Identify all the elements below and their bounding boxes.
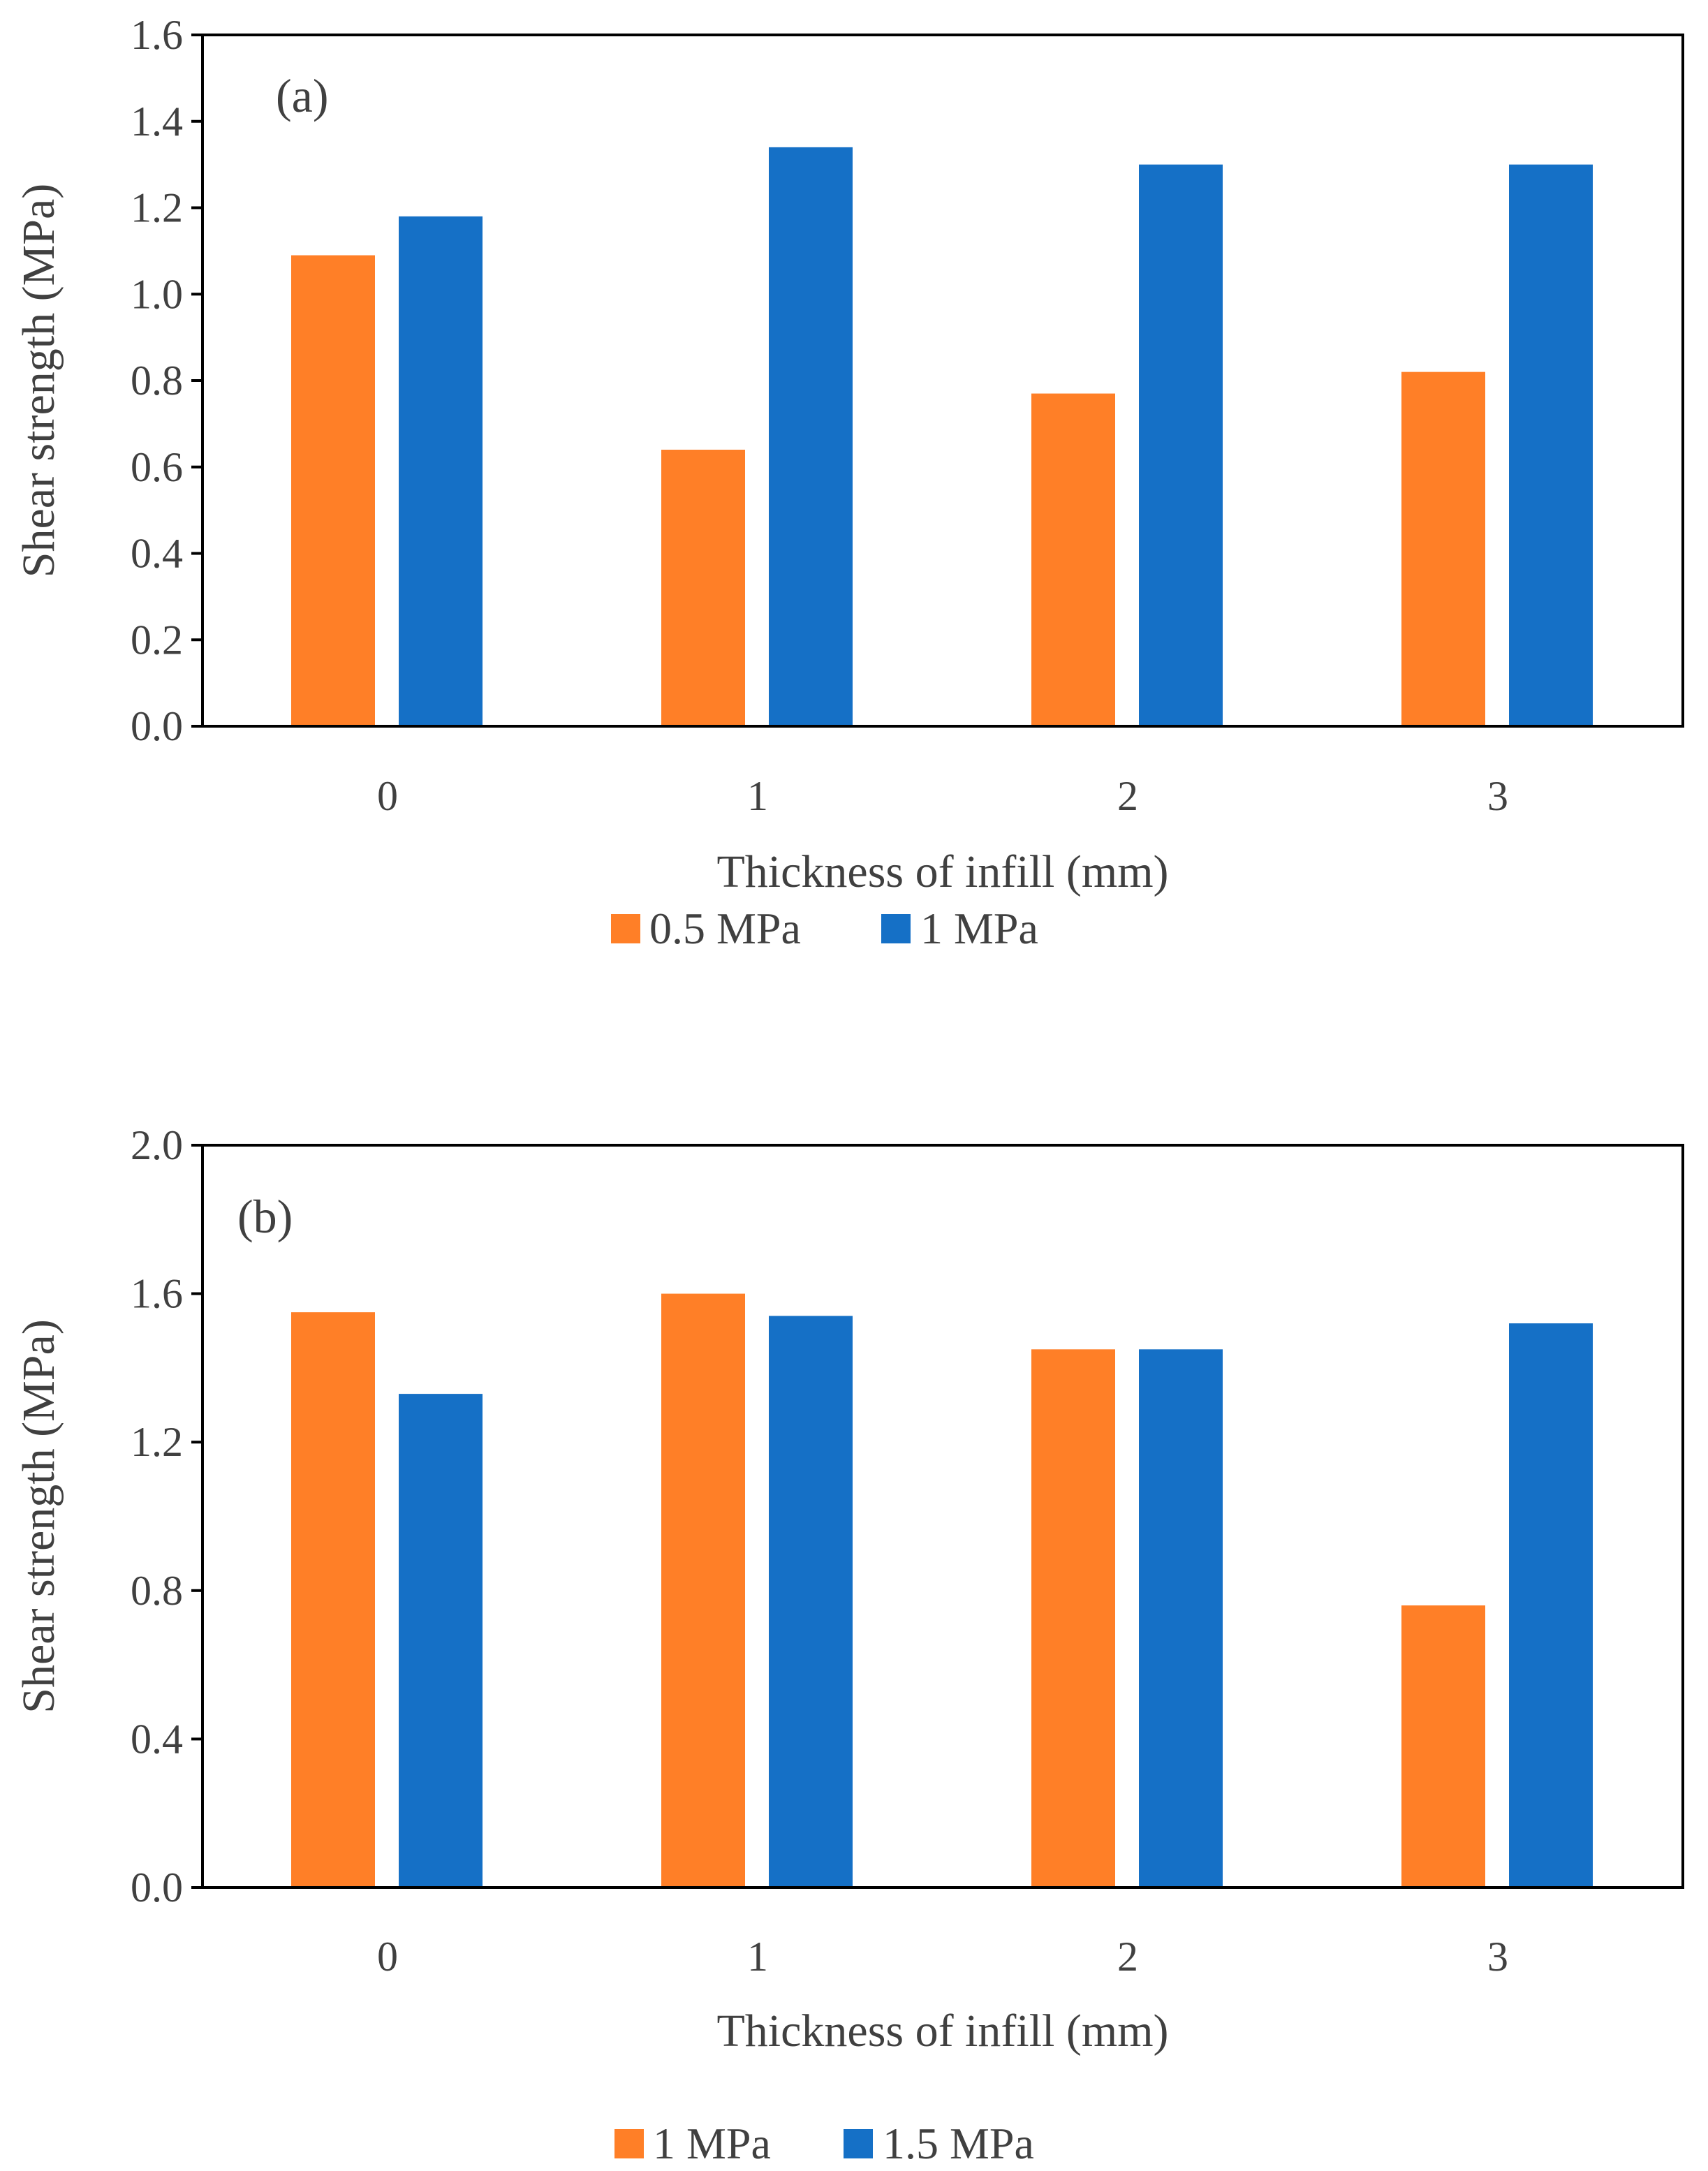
legend-swatch bbox=[844, 2129, 873, 2158]
y-axis-label: Shear strength (MPa) bbox=[13, 1319, 64, 1714]
y-tick-label: 2.0 bbox=[131, 1122, 183, 1168]
y-tick-label: 1.2 bbox=[131, 185, 183, 231]
x-tick-label: 2 bbox=[1117, 1934, 1138, 1980]
legend-label: 1 MPa bbox=[653, 2119, 771, 2168]
panel-label: (b) bbox=[237, 1190, 293, 1243]
x-axis-label: Thickness of infill (mm) bbox=[716, 2006, 1168, 2056]
x-axis-label: Thickness of infill (mm) bbox=[716, 846, 1168, 897]
legend: 1 MPa 1.5 MPa bbox=[614, 2119, 1034, 2168]
y-tick-label: 1.6 bbox=[131, 12, 183, 58]
y-tick-label: 0.0 bbox=[131, 703, 183, 749]
y-axis-label: Shear strength (MPa) bbox=[13, 184, 64, 578]
y-tick-label: 0.8 bbox=[131, 358, 183, 404]
x-tick-label: 3 bbox=[1487, 773, 1508, 819]
bar-1-5-mpa-3 bbox=[1509, 1323, 1593, 1886]
legend-swatch bbox=[614, 2129, 644, 2158]
y-tick-label: 0.0 bbox=[131, 1864, 183, 1911]
x-tick-label: 0 bbox=[377, 1934, 398, 1980]
bar-0-5-mpa-2 bbox=[1031, 393, 1115, 725]
x-tick-label: 1 bbox=[747, 1934, 768, 1980]
legend-swatch bbox=[611, 914, 640, 943]
y-tick-label: 1.0 bbox=[131, 271, 183, 317]
legend-label: 1.5 MPa bbox=[883, 2119, 1034, 2168]
bar-1-mpa-2 bbox=[1139, 164, 1223, 725]
chart-panel-b: 0.0 0.4 0.8 1.2 1.6 2.0 0 1 2 3 (b) Thickness of in… bbox=[13, 1122, 1684, 2168]
y-tick-label: 0.8 bbox=[131, 1568, 183, 1614]
x-tick-label: 1 bbox=[747, 773, 768, 819]
y-tick-label: 1.6 bbox=[131, 1271, 183, 1317]
panel-label: (a) bbox=[276, 69, 328, 122]
bar-1-5-mpa-2 bbox=[1139, 1349, 1223, 1886]
legend: 0.5 MPa 1 MPa bbox=[611, 904, 1038, 953]
x-tick-label: 3 bbox=[1487, 1934, 1508, 1980]
bar-1-mpa-3 bbox=[1401, 1605, 1485, 1886]
bar-1-mpa-0 bbox=[291, 1312, 375, 1886]
y-tick-label: 0.4 bbox=[131, 1716, 183, 1762]
y-tick-label: 0.2 bbox=[131, 617, 183, 663]
bar-1-mpa-3 bbox=[1509, 164, 1593, 725]
bar-1-mpa-0 bbox=[399, 216, 483, 725]
bar-1-mpa-1 bbox=[661, 1293, 745, 1886]
legend-swatch bbox=[881, 914, 911, 943]
x-tick-label: 2 bbox=[1117, 773, 1138, 819]
bar-1-mpa-1 bbox=[769, 147, 853, 725]
bar-0-5-mpa-3 bbox=[1401, 371, 1485, 725]
y-tick-label: 1.2 bbox=[131, 1419, 183, 1465]
bar-1-5-mpa-0 bbox=[399, 1394, 483, 1886]
y-tick-label: 0.4 bbox=[131, 531, 183, 577]
bar-1-mpa-2 bbox=[1031, 1349, 1115, 1886]
x-tick-label: 0 bbox=[377, 773, 398, 819]
y-tick-label: 0.6 bbox=[131, 444, 183, 490]
legend-label: 0.5 MPa bbox=[649, 904, 801, 953]
legend-label: 1 MPa bbox=[920, 904, 1038, 953]
bar-0-5-mpa-1 bbox=[661, 450, 745, 725]
bar-1-5-mpa-1 bbox=[769, 1316, 853, 1886]
chart-panel-a: 0.0 0.2 0.4 0.6 0.8 1.0 1.2 1.4 1.6 0 1 2 3 (a) Thickn… bbox=[13, 12, 1684, 953]
bar-0-5-mpa-0 bbox=[291, 255, 375, 725]
y-tick-label: 1.4 bbox=[131, 98, 183, 145]
